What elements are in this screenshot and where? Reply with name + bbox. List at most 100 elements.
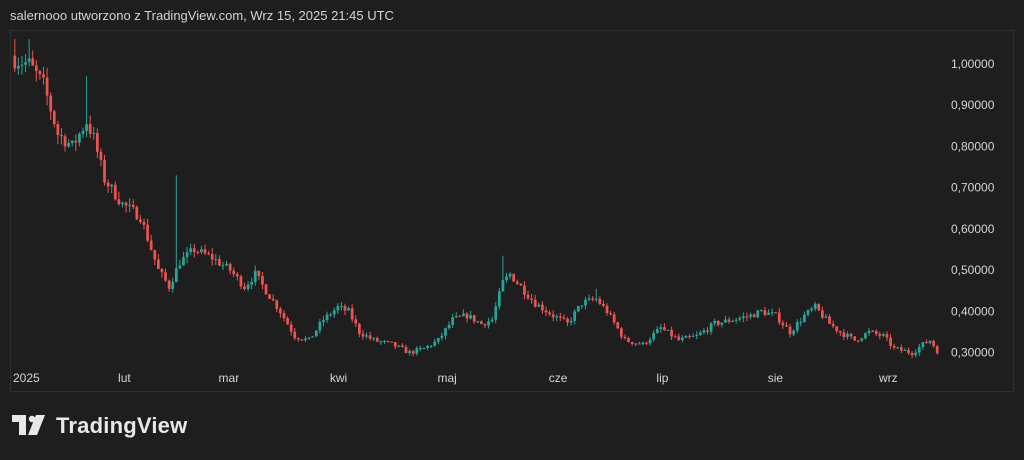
candle-body: [605, 305, 609, 314]
candle-body: [404, 346, 408, 354]
candle-body: [695, 334, 699, 336]
candle-body: [505, 276, 508, 281]
y-tick-label: 1,00000: [951, 57, 995, 71]
price-axis[interactable]: 1,00000 0,90000 0,80000 0,70000 0,60000 …: [951, 57, 995, 360]
candle-body: [544, 310, 548, 313]
candle-body: [874, 330, 878, 334]
candle-body: [340, 305, 343, 307]
candle-body: [569, 320, 573, 323]
tradingview-brand[interactable]: TradingView: [12, 410, 187, 442]
candle-body: [555, 316, 559, 318]
candle-body: [846, 333, 849, 337]
y-tick-label: 0,90000: [951, 98, 995, 112]
candle-body: [225, 263, 228, 266]
candle-body: [630, 342, 634, 344]
candle-body: [38, 71, 42, 75]
candle-body: [444, 328, 447, 336]
candle-body: [749, 314, 752, 317]
candle-body: [185, 252, 189, 258]
candle-body: [128, 204, 132, 206]
candle-body: [131, 204, 135, 208]
y-tick-label: 0,50000: [951, 263, 995, 277]
candle-body: [558, 316, 562, 318]
candle-body: [42, 74, 45, 78]
candle-body: [734, 319, 738, 321]
candle-body: [232, 270, 236, 275]
candle-body: [289, 324, 293, 332]
candle-body: [609, 313, 612, 315]
candle-body: [497, 291, 501, 307]
candle-body: [314, 330, 318, 337]
candle-body: [153, 249, 157, 260]
candle-body: [670, 329, 673, 337]
candle-body: [85, 124, 88, 131]
candle-body: [264, 284, 268, 295]
candle-body: [257, 270, 261, 277]
candle-body: [882, 334, 885, 336]
price-chart[interactable]: 1,00000 0,90000 0,80000 0,70000 0,60000 …: [11, 31, 1015, 393]
candle-body: [774, 312, 778, 314]
candle-body: [770, 312, 774, 314]
candle-body: [483, 323, 487, 326]
x-tick-label: kwi: [330, 371, 347, 385]
candle-body: [508, 273, 512, 277]
candle-body: [63, 136, 67, 147]
tradingview-wordmark: TradingView: [56, 413, 188, 438]
candle-body: [759, 310, 763, 312]
x-tick-label: maj: [437, 371, 456, 385]
candle-body: [440, 335, 444, 338]
candle-body: [49, 95, 53, 112]
candle-body: [279, 308, 282, 314]
candle-body: [713, 320, 717, 324]
candle-body: [203, 249, 207, 254]
candle-body: [817, 303, 821, 311]
candle-body: [838, 331, 842, 333]
candle-body: [803, 314, 806, 322]
candle-body: [386, 340, 390, 342]
candle-body: [810, 308, 813, 311]
candle-body: [742, 316, 745, 319]
candle-body: [304, 338, 307, 341]
candle-body: [189, 248, 193, 253]
candle-body: [795, 322, 799, 331]
candle-body: [350, 308, 354, 320]
candle-body: [393, 342, 397, 347]
candle-body: [889, 337, 892, 346]
candle-body: [842, 332, 846, 337]
candle-body: [429, 345, 433, 347]
candle-body: [347, 308, 350, 311]
candle-body: [70, 140, 74, 144]
time-axis[interactable]: 2025 lut mar kwi maj cze lip sie wrz: [13, 371, 898, 385]
candle-body: [914, 352, 918, 356]
candle-body: [849, 333, 853, 337]
chart-area[interactable]: 1,00000 0,90000 0,80000 0,70000 0,60000 …: [10, 30, 1014, 392]
candle-body: [458, 315, 462, 317]
candle-body: [706, 330, 709, 332]
candle-body: [357, 323, 361, 334]
candle-body: [383, 340, 386, 342]
candle-body: [598, 298, 602, 305]
candle-body: [472, 315, 476, 322]
candle-body: [20, 64, 24, 66]
candle-body: [584, 299, 587, 306]
candle-body: [910, 352, 914, 356]
candle-body: [619, 328, 623, 337]
candle-body: [34, 65, 38, 72]
candle-body: [907, 350, 910, 353]
candle-body: [490, 319, 494, 322]
candle-body: [196, 251, 200, 253]
candle-body: [663, 327, 666, 330]
candle-body: [17, 65, 20, 69]
candle-body: [763, 310, 767, 315]
candle-body: [454, 315, 458, 318]
candle-body: [375, 338, 379, 342]
candle-body: [200, 249, 203, 253]
candle-body: [286, 318, 289, 325]
y-tick-label: 0,60000: [951, 222, 995, 236]
candle-body: [935, 346, 939, 354]
candle-body: [627, 338, 630, 343]
candle-body: [580, 305, 584, 307]
candle-body: [526, 294, 530, 299]
candle-body: [146, 224, 149, 241]
candle-body: [777, 312, 781, 323]
